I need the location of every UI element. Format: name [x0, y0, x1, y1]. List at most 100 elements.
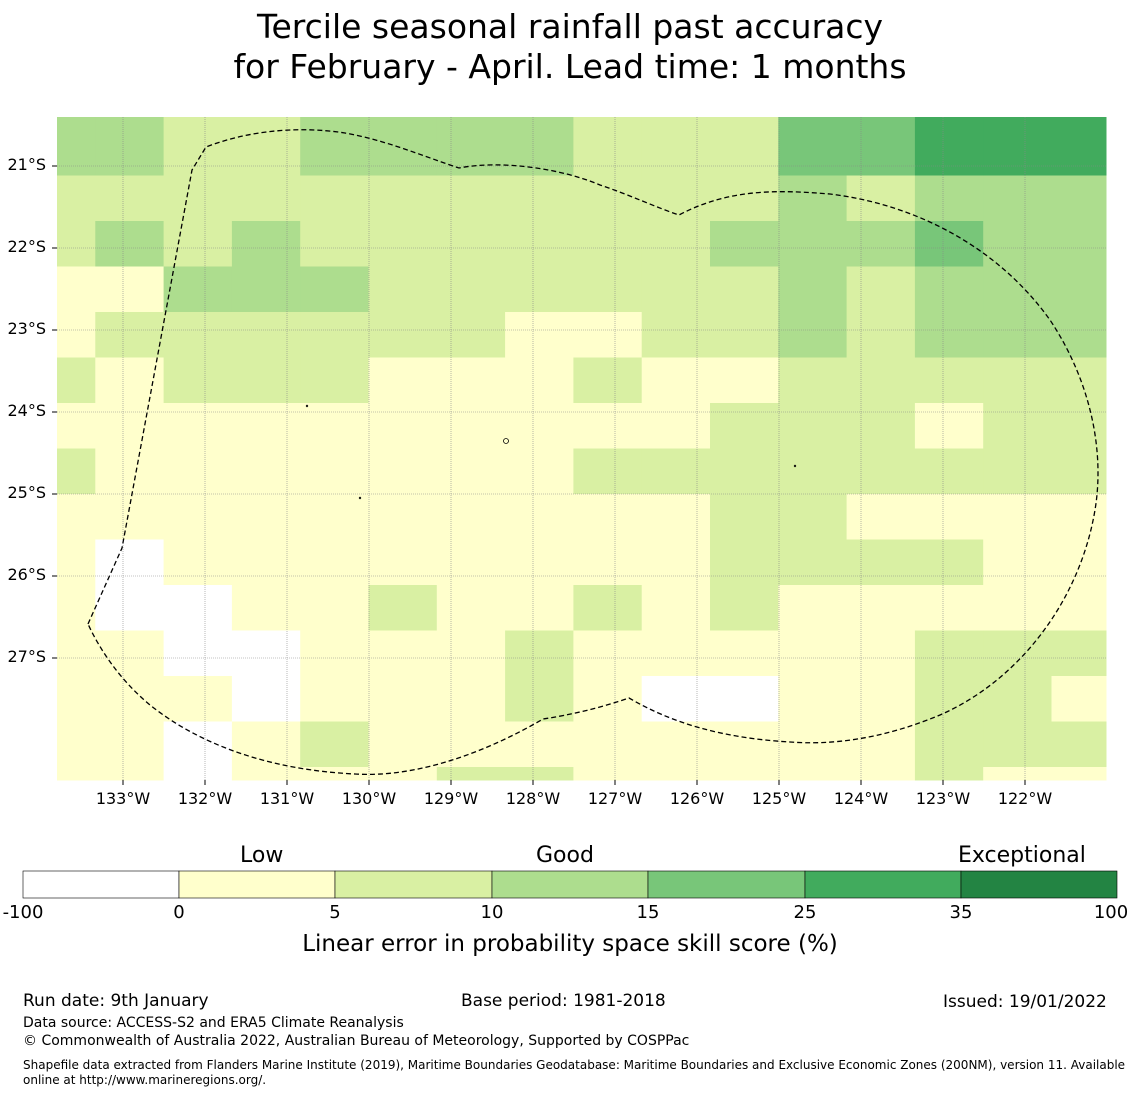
- colorbar-tick: 10: [480, 902, 504, 923]
- grid-cell: [1051, 721, 1107, 768]
- lat-label: 27°S: [7, 647, 46, 666]
- axis-ticks: [52, 165, 1026, 785]
- grid-cell: [505, 494, 574, 540]
- grid-cell: [95, 448, 165, 495]
- grid-cell: [846, 721, 916, 768]
- grid-cell: [57, 312, 96, 358]
- grid-cell: [641, 312, 711, 358]
- grid-cell: [436, 266, 506, 313]
- grid-cell: [231, 357, 301, 404]
- shapefile-credit: Shapefile data extracted from Flanders M…: [23, 1058, 1126, 1087]
- grid-cell: [95, 539, 165, 586]
- grid-cell: [368, 494, 438, 540]
- colorbar-swatch: [491, 870, 649, 899]
- grid-cell: [710, 117, 779, 176]
- grid-cell: [914, 221, 984, 267]
- grid-cell: [573, 585, 643, 631]
- grid-cell: [710, 585, 779, 631]
- colorbar-tick: 25: [793, 902, 817, 923]
- grid-cell: [95, 494, 165, 540]
- grid-cell: [505, 403, 574, 449]
- grid-cell: [300, 266, 369, 313]
- graticule: [57, 117, 1106, 780]
- grid-cell: [914, 266, 984, 313]
- colorbar-tick: 100: [1093, 902, 1129, 923]
- grid-cell: [914, 767, 984, 781]
- grid-cell: [983, 266, 1052, 313]
- grid-cell: [846, 676, 916, 722]
- grid-cell: [436, 676, 506, 722]
- grid-cell: [573, 539, 643, 586]
- grid-cell: [641, 117, 711, 176]
- grid-cell: [300, 221, 369, 267]
- grid-cell: [914, 117, 984, 176]
- grid-cell: [300, 403, 369, 449]
- grid-cell: [163, 403, 233, 449]
- grid-cell: [914, 403, 984, 449]
- grid-cell: [57, 494, 96, 540]
- grid-cell: [368, 721, 438, 768]
- lon-label: 128°W: [505, 789, 561, 808]
- grid-cell: [778, 448, 848, 495]
- lon-label: 127°W: [587, 789, 643, 808]
- grid-cell: [573, 448, 643, 495]
- lat-label: 23°S: [7, 319, 46, 338]
- grid-cell: [57, 175, 96, 222]
- grid-cell: [300, 494, 369, 540]
- lat-label: 24°S: [7, 401, 46, 420]
- grid-cell: [57, 221, 96, 267]
- grid-cell: [778, 494, 848, 540]
- grid-cell: [573, 494, 643, 540]
- grid-cell: [573, 312, 643, 358]
- grid-cell: [300, 448, 369, 495]
- grid-cell: [436, 175, 506, 222]
- grid-cell: [57, 630, 96, 677]
- lon-label: 122°W: [997, 789, 1053, 808]
- grid-cell: [1051, 221, 1107, 267]
- eez-boundary: [87, 129, 1099, 776]
- grid-cell: [95, 630, 165, 677]
- grid-cell: [983, 312, 1052, 358]
- grid-cell: [710, 539, 779, 586]
- grid-cell: [95, 221, 165, 267]
- grid-cell: [1051, 266, 1107, 313]
- grid-cell: [505, 585, 574, 631]
- grid-cell: [505, 312, 574, 358]
- grid-cell: [641, 767, 711, 781]
- grid-cell: [505, 767, 574, 781]
- grid-cell: [505, 221, 574, 267]
- grid-cell: [983, 767, 1052, 781]
- grid-cell: [641, 721, 711, 768]
- grid-cell: [983, 676, 1052, 722]
- grid-cell: [505, 630, 574, 677]
- colorbar-swatch: [22, 870, 180, 899]
- grid-cell: [641, 448, 711, 495]
- grid-cell: [778, 767, 848, 781]
- grid-cell: [95, 357, 165, 404]
- grid-cell: [300, 117, 369, 176]
- grid-cell: [846, 585, 916, 631]
- grid-cell: [95, 767, 165, 781]
- grid-cell: [1051, 767, 1107, 781]
- issued-date: Issued: 19/01/2022: [943, 992, 1107, 1012]
- grid-cell: [778, 117, 848, 176]
- grid-cell: [641, 357, 711, 404]
- lon-label: 124°W: [833, 789, 889, 808]
- grid-cell: [368, 585, 438, 631]
- grid-cell: [778, 175, 848, 222]
- grid-cell: [914, 630, 984, 677]
- grid-cell: [710, 767, 779, 781]
- grid-cell: [95, 585, 165, 631]
- grid-cell: [231, 448, 301, 495]
- grid-cell: [1051, 539, 1107, 586]
- grid-cell: [300, 539, 369, 586]
- grid-cell: [914, 494, 984, 540]
- grid-cell: [368, 448, 438, 495]
- lat-label: 25°S: [7, 483, 46, 502]
- grid-cell: [163, 585, 233, 631]
- grid-cell: [641, 494, 711, 540]
- grid-cell: [710, 448, 779, 495]
- grid-cell: [641, 266, 711, 313]
- grid-cell: [163, 175, 233, 222]
